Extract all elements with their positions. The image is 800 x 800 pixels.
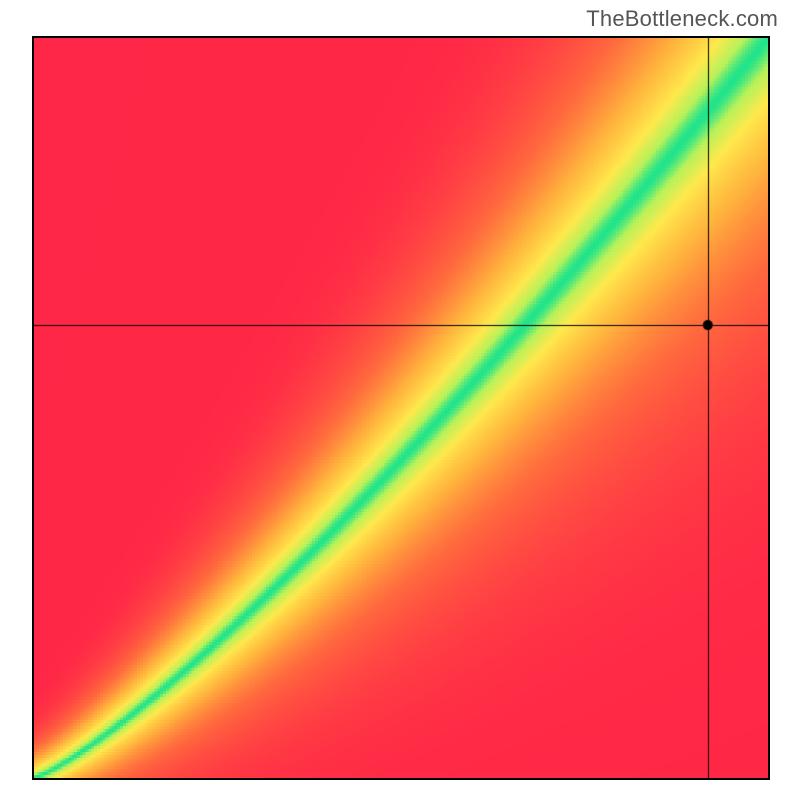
heatmap-plot	[32, 36, 770, 780]
crosshair-overlay	[34, 38, 768, 778]
watermark-text: TheBottleneck.com	[586, 6, 778, 32]
